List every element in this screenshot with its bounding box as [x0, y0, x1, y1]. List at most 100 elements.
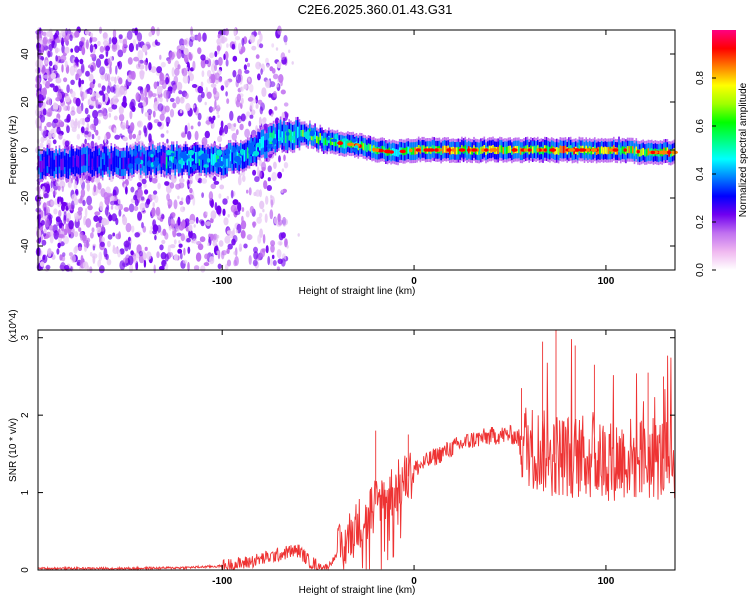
spectrogram-peak-cell: [568, 148, 575, 152]
spectrogram-noise-cell: [42, 37, 47, 47]
spectrogram-noise-cell: [205, 59, 209, 65]
spectrogram-noise-cell: [78, 246, 82, 252]
spectrogram-noise-cell: [58, 233, 65, 239]
spectrogram-ridge-cell: [324, 137, 327, 145]
spectrogram-peak-cell: [377, 148, 384, 153]
spectrogram-noise-cell: [182, 259, 188, 264]
spectrogram-noise-cell: [66, 115, 70, 123]
spectrogram-noise-cell: [163, 89, 169, 99]
spectrogram-noise-cell: [118, 105, 124, 115]
spectrogram-noise-cell: [240, 230, 246, 239]
spectrogram-ridge-cell: [214, 153, 216, 165]
spectrogram-peak-cell: [511, 148, 518, 152]
spectrogram-noise-cell: [182, 206, 186, 211]
spectrogram-x-axis: -100 0 100: [212, 30, 615, 287]
spectrogram-noise-cell: [212, 241, 217, 247]
spectrogram-noise-cell: [189, 219, 195, 225]
spectrogram-noise-cell: [222, 208, 226, 216]
spectrogram-noise-cell: [241, 37, 245, 47]
spectrogram-noise-cell: [269, 81, 276, 88]
spectrogram-noise-cell: [279, 241, 282, 246]
spectrogram-noise-cell: [54, 60, 59, 70]
spectrogram-ridge-cell: [172, 151, 175, 163]
spectrogram-noise-cell: [209, 52, 215, 59]
spectrogram-noise-cell: [280, 258, 286, 267]
spectrogram-ridge-cell: [143, 154, 145, 166]
spectrogram-ridge-cell: [158, 152, 161, 164]
spectrogram-noise-cell: [178, 90, 183, 95]
spectrogram-noise-cell: [60, 37, 65, 47]
spectrogram-noise-cell: [169, 87, 173, 94]
spectrogram-noise-cell: [58, 133, 63, 140]
spectrogram-noise-cell: [257, 73, 261, 81]
spectrogram-noise-cell: [64, 95, 71, 103]
spectrogram-noise-cell: [85, 218, 92, 228]
spectrogram-noise-cell: [115, 84, 120, 90]
spectrogram-noise-cell: [97, 135, 101, 141]
spectrogram-noise-cell: [259, 200, 265, 210]
spectrogram-noise-cell: [46, 200, 52, 206]
spectrogram-noise-cell: [267, 177, 271, 182]
spectrogram-noise-cell: [183, 247, 186, 256]
spectrogram-noise-cell: [66, 39, 69, 46]
spectrogram-peak-cell: [399, 149, 406, 154]
spectrogram-ridge-cell: [362, 143, 365, 151]
spectrogram-noise-cell: [276, 83, 279, 88]
spectrogram-noise-cell: [57, 185, 61, 191]
spectrogram-ridge-cell: [533, 145, 536, 153]
spectrogram-noise-cell: [194, 130, 199, 141]
spectrogram-noise-cell: [232, 199, 239, 206]
spectrogram-ridge-blob: [341, 138, 349, 142]
spectrogram-ridge-cell: [150, 156, 152, 168]
spectrogram-noise-cell: [252, 98, 257, 104]
spectrogram-ridge-cell: [478, 147, 480, 155]
spectrogram-noise-cell: [272, 260, 277, 266]
spectrogram-noise-cell: [90, 32, 94, 38]
spectrogram-noise-cell: [239, 119, 242, 123]
spectrogram-peak-cell: [550, 148, 556, 152]
spectrogram-noise-cell: [246, 189, 249, 194]
spectrogram-noise-cell: [187, 246, 191, 254]
spectrogram-ridge-cell: [632, 146, 634, 154]
spectrogram-noise-cell: [256, 216, 262, 224]
spectrogram-noise-cell: [225, 59, 229, 67]
spectrogram-noise-cell: [42, 130, 48, 139]
spectrogram-noise-cell: [54, 47, 59, 54]
spectrogram-noise-cell: [129, 263, 134, 273]
spectrogram-noise-cell: [165, 77, 170, 85]
spectrogram-noise-cell: [169, 97, 175, 103]
spectrogram-noise-cell: [127, 57, 133, 65]
spectrogram-noise-cell: [212, 115, 216, 121]
spectrogram-noise-cell: [235, 74, 242, 84]
spectrogram-noise-cell: [208, 116, 212, 122]
spectrogram-noise-cell: [157, 182, 161, 190]
spectrogram-noise-cell: [254, 176, 260, 183]
colorbar-tick-label: 0.4: [695, 167, 706, 181]
spectrogram-ridge-cell: [457, 146, 460, 155]
spectrogram-ridge-blob: [150, 153, 154, 158]
spectrogram-noise-cell: [181, 68, 184, 74]
spectrogram-ridge-cell: [421, 145, 423, 153]
spectrogram-ridge-cell: [480, 146, 482, 154]
spectrogram-ridge-cell: [645, 149, 648, 157]
spectrogram-noise-cell: [206, 91, 212, 100]
spectrogram-noise-cell: [123, 257, 129, 264]
spectrogram-noise-cell: [72, 57, 76, 65]
spectrogram-noise-cell: [199, 236, 206, 243]
spectrogram-ridge-cell: [526, 145, 529, 153]
spectrogram-noise-cell: [95, 58, 102, 68]
spectrogram-noise-cell: [43, 228, 47, 234]
spectrogram-noise-cell: [89, 123, 96, 131]
spectrogram-ridge-cell: [279, 126, 282, 138]
spectrogram-ridge-cell: [405, 147, 408, 155]
spectrogram-noise-cell: [182, 39, 188, 46]
spectrogram-ridge-cell: [193, 152, 195, 165]
spectrogram-noise-cell: [133, 194, 138, 201]
spectrogram-noise-cell: [137, 50, 144, 60]
spectrogram-noise-cell: [122, 95, 127, 106]
spectrogram-noise-cell: [255, 54, 260, 59]
spectrogram-noise-cell: [226, 98, 230, 104]
spectrogram-ridge-cell: [108, 158, 111, 171]
spectrogram-peak-cell: [590, 148, 598, 152]
spectrogram-ridge-cell: [511, 147, 513, 155]
